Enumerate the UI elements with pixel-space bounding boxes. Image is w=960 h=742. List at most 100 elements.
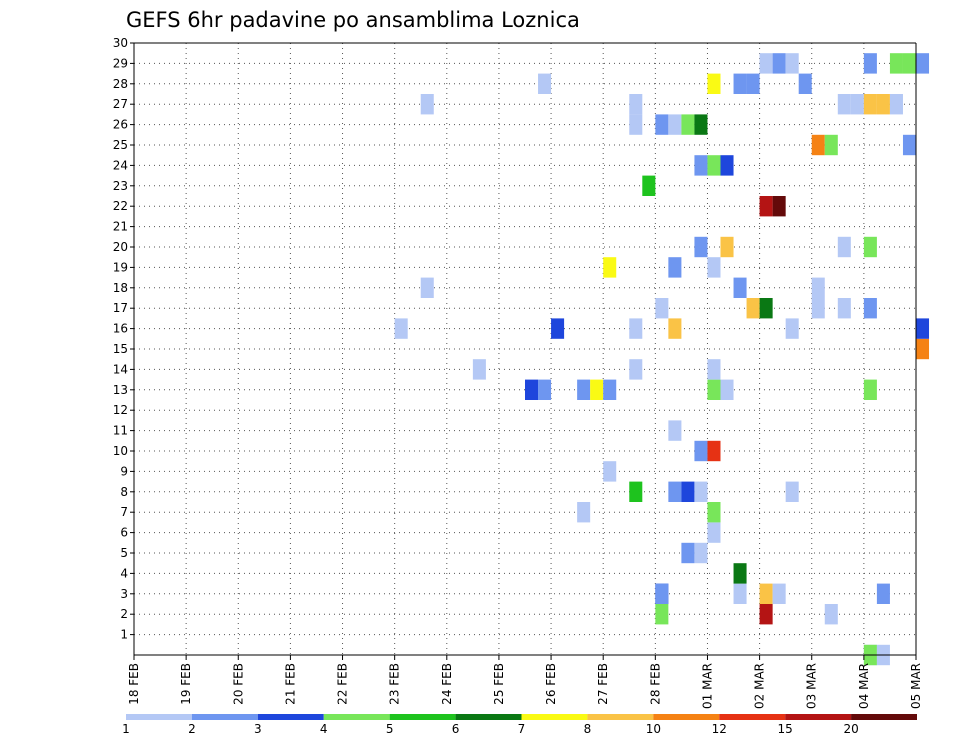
x-tick-label: 26 FEB (544, 663, 558, 705)
heatmap-cell (629, 114, 643, 135)
heatmap-cell (655, 114, 669, 135)
heatmap-cell (876, 94, 890, 115)
heatmap-cell (733, 563, 747, 584)
heatmap-cell (707, 359, 721, 380)
heatmap-cell (759, 604, 773, 625)
heatmap-cell (837, 94, 851, 115)
heatmap-cell (655, 298, 669, 319)
heatmap-cell (707, 502, 721, 523)
x-tick-label: 19 FEB (179, 663, 193, 705)
heatmap-cell (681, 542, 695, 564)
heatmap-cell (655, 604, 669, 625)
heatmap-cell (733, 73, 747, 94)
heatmap-cell (889, 94, 903, 115)
y-tick-label: 18 (113, 281, 128, 295)
heatmap-cell (577, 379, 591, 400)
y-tick-label: 16 (113, 322, 128, 336)
heatmap-cell (720, 379, 734, 400)
colorbar-segment (719, 714, 786, 720)
heatmap-cell (837, 298, 851, 319)
heatmap-cell (759, 196, 773, 217)
x-tick-label: 21 FEB (283, 663, 297, 705)
heatmap-cell (538, 73, 552, 94)
y-tick-label: 13 (113, 383, 128, 397)
heatmap-cell (785, 318, 799, 339)
heatmap-cell (720, 155, 734, 176)
colorbar-segment (323, 714, 390, 720)
heatmap-cell (863, 298, 877, 319)
heatmap-cell (707, 73, 721, 94)
heatmap-cell (863, 379, 877, 400)
heatmap-cell (916, 338, 930, 360)
heatmap-cell (707, 257, 721, 278)
y-tick-label: 11 (113, 424, 128, 438)
heatmap-cell (681, 114, 695, 135)
colorbar-segment (455, 714, 522, 720)
heatmap-cell (694, 542, 708, 564)
heatmap-cell (824, 604, 838, 625)
chart-title: GEFS 6hr padavine po ansamblima Loznica (126, 8, 580, 32)
heatmap-cell (694, 114, 708, 135)
y-tick-label: 2 (120, 607, 128, 621)
y-tick-label: 20 (113, 240, 128, 254)
heatmap-cell (837, 236, 851, 258)
colorbar-label: 20 (843, 722, 858, 736)
heatmap-cell (916, 53, 930, 74)
y-tick-label: 29 (113, 56, 128, 70)
heatmap-cell (694, 155, 708, 176)
heatmap-cell (720, 236, 734, 258)
colorbar-label: 8 (584, 722, 592, 736)
heatmap-cell (668, 420, 682, 441)
axes (130, 42, 917, 660)
heatmap-cell (525, 379, 539, 400)
colorbar-segment (521, 714, 588, 720)
data-cells (394, 53, 930, 666)
y-tick-label: 25 (113, 138, 128, 152)
y-tick-label: 28 (113, 77, 128, 91)
heatmap-cell (629, 318, 643, 339)
heatmap-cell (551, 318, 565, 339)
colorbar-label: 7 (518, 722, 526, 736)
heatmap-cell (681, 481, 695, 502)
heatmap-cell (863, 53, 877, 74)
heatmap-cell (694, 481, 708, 502)
heatmap-cell (785, 53, 799, 74)
y-tick-label: 26 (113, 118, 128, 132)
heatmap-cell (811, 277, 825, 298)
heatmap-cell (902, 134, 916, 156)
y-tick-label: 6 (120, 526, 128, 540)
heatmap-cell (889, 53, 903, 74)
heatmap-cell (420, 94, 434, 115)
heatmap-cell (420, 277, 434, 298)
heatmap-cell (772, 583, 786, 604)
heatmap-cell (603, 379, 617, 400)
colorbar-segment (653, 714, 720, 720)
y-tick-labels: 1234567891011121314151617181920212223242… (113, 36, 128, 642)
y-tick-label: 19 (113, 260, 128, 274)
heatmap-cell (629, 359, 643, 380)
colorbar-label: 2 (188, 722, 196, 736)
y-tick-label: 30 (113, 36, 128, 50)
y-tick-label: 14 (113, 362, 128, 376)
y-tick-label: 10 (113, 444, 128, 458)
x-tick-label: 01 MAR (700, 663, 714, 709)
colorbar-label: 1 (122, 722, 130, 736)
heatmap-cell (603, 257, 617, 278)
heatmap-cell (668, 318, 682, 339)
heatmap-cell (394, 318, 408, 339)
x-tick-labels: 18 FEB 19 FEB 20 FEB 21 FEB 22 FEB 23 FEB 24 F… (127, 663, 923, 709)
heatmap-cell (850, 94, 864, 115)
heatmap-cell (772, 53, 786, 74)
y-tick-label: 21 (113, 220, 128, 234)
y-tick-label: 4 (120, 566, 128, 580)
heatmap-cell (772, 196, 786, 217)
heatmap-cell (603, 461, 617, 482)
heatmap-cell (472, 359, 486, 380)
heatmap-cell (694, 440, 708, 462)
x-tick-label: 25 FEB (492, 663, 506, 705)
colorbar-segment (851, 714, 917, 720)
heatmap-cell (590, 379, 604, 400)
x-tick-label: 24 FEB (440, 663, 454, 705)
x-tick-label: 02 MAR (753, 663, 767, 709)
